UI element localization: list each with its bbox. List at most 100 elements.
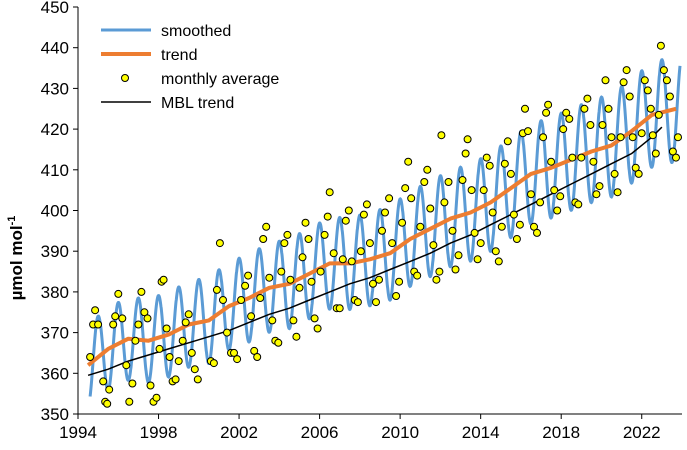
monthly-average-point bbox=[262, 222, 271, 231]
monthly-average-point bbox=[171, 375, 180, 384]
monthly-average-point bbox=[656, 41, 665, 50]
monthly-average-point bbox=[178, 336, 187, 345]
monthly-average-point bbox=[547, 157, 556, 166]
monthly-average-point bbox=[401, 184, 410, 193]
monthly-average-point bbox=[448, 226, 457, 235]
x-tick-label: 2018 bbox=[542, 423, 580, 442]
monthly-average-point bbox=[105, 385, 114, 394]
y-tick-label: 400 bbox=[41, 202, 69, 221]
monthly-average-point bbox=[539, 133, 548, 142]
monthly-average-point bbox=[118, 314, 127, 323]
monthly-average-point bbox=[329, 249, 338, 258]
monthly-average-point bbox=[662, 76, 671, 85]
monthly-average-point bbox=[619, 78, 628, 87]
monthly-average-point bbox=[413, 271, 422, 280]
monthly-average-point bbox=[607, 133, 616, 142]
monthly-average-point bbox=[583, 94, 592, 103]
monthly-average-point bbox=[672, 153, 680, 162]
monthly-average-point bbox=[509, 210, 518, 219]
monthly-average-point bbox=[604, 104, 613, 113]
monthly-average-point bbox=[616, 133, 625, 142]
monthly-average-point bbox=[562, 108, 571, 117]
monthly-average-point bbox=[338, 255, 347, 264]
monthly-average-point bbox=[476, 239, 485, 248]
monthly-average-point bbox=[230, 348, 238, 357]
monthly-average-point bbox=[497, 222, 506, 231]
y-tick-label: 430 bbox=[41, 79, 69, 98]
x-tick-label: 1994 bbox=[59, 423, 97, 442]
monthly-average-point bbox=[515, 220, 524, 229]
monthly-average-point bbox=[601, 76, 610, 85]
monthly-average-point bbox=[610, 169, 619, 178]
monthly-average-point bbox=[292, 332, 301, 341]
monthly-average-point bbox=[137, 287, 146, 296]
monthly-average-point bbox=[304, 235, 313, 243]
x-tick-label: 2006 bbox=[301, 423, 339, 442]
monthly-average-point bbox=[316, 267, 325, 276]
legend-item-trend: trend bbox=[101, 47, 197, 64]
monthly-average-point bbox=[193, 375, 202, 384]
monthly-average-point bbox=[215, 239, 224, 248]
monthly-average-point bbox=[542, 108, 551, 117]
monthly-average-point bbox=[580, 104, 589, 113]
monthly-average-point bbox=[461, 149, 470, 158]
monthly-average-point bbox=[506, 169, 515, 178]
monthly-average-point bbox=[550, 186, 559, 195]
monthly-average-point bbox=[362, 200, 371, 209]
y-tick-label: 350 bbox=[41, 405, 69, 424]
monthly-average-point bbox=[488, 208, 497, 217]
monthly-average-point bbox=[174, 357, 183, 366]
monthly-average-point bbox=[628, 133, 637, 142]
x-tick-label: 2002 bbox=[220, 423, 258, 442]
monthly-average-point bbox=[286, 275, 295, 284]
monthly-average-point bbox=[577, 153, 586, 162]
monthly-average-point bbox=[553, 206, 562, 215]
monthly-average-point bbox=[589, 157, 598, 166]
monthly-average-point bbox=[283, 230, 292, 239]
monthly-average-point bbox=[313, 324, 322, 333]
monthly-average-point bbox=[536, 198, 545, 207]
monthly-average-point bbox=[375, 275, 383, 284]
y-tick-label: 410 bbox=[41, 161, 69, 180]
monthly-average-point bbox=[143, 314, 152, 323]
monthly-average-point bbox=[247, 312, 256, 321]
monthly-average-point bbox=[114, 289, 123, 298]
monthly-average-point bbox=[369, 279, 377, 288]
monthly-average-point bbox=[298, 253, 307, 262]
legend-item-monthly: monthly average bbox=[121, 71, 279, 88]
monthly-average-point bbox=[416, 222, 425, 231]
legend-label: MBL trend bbox=[161, 95, 234, 112]
monthly-average-point bbox=[473, 255, 482, 264]
monthly-average-point bbox=[420, 178, 429, 186]
legend-item-mbl: MBL trend bbox=[101, 95, 234, 112]
monthly-average-point bbox=[500, 159, 509, 168]
monthly-average-point bbox=[347, 257, 356, 266]
y-tick-label: 390 bbox=[41, 242, 69, 261]
monthly-average-point bbox=[613, 188, 622, 197]
monthly-average-point bbox=[395, 277, 404, 286]
monthly-average-point bbox=[381, 208, 389, 217]
monthly-average-point bbox=[568, 153, 577, 162]
monthly-average-point bbox=[622, 66, 631, 75]
monthly-average-point bbox=[131, 336, 140, 345]
monthly-average-point bbox=[524, 127, 532, 136]
monthly-average-point bbox=[592, 190, 601, 199]
monthly-average-point bbox=[301, 218, 310, 227]
monthly-average-point bbox=[423, 165, 432, 174]
monthly-average-point bbox=[181, 318, 190, 327]
monthly-average-point bbox=[398, 218, 407, 227]
axes: 350 360 370 380 390 400 410 420 430 440 450 1994 199… bbox=[41, 0, 682, 442]
monthly-average-point bbox=[533, 228, 541, 237]
monthly-average-point bbox=[598, 121, 607, 129]
monthly-average-point bbox=[385, 194, 394, 203]
monthly-average-point bbox=[128, 379, 137, 388]
monthly-average-point bbox=[353, 298, 362, 307]
monthly-average-point bbox=[111, 312, 120, 321]
monthly-average-point bbox=[494, 257, 503, 266]
legend-label: monthly average bbox=[161, 71, 279, 88]
monthly-average-point bbox=[146, 381, 155, 390]
legend-label: trend bbox=[161, 47, 197, 64]
monthly-average-point bbox=[359, 210, 368, 219]
trend-line bbox=[86, 106, 677, 367]
monthly-average-point bbox=[344, 206, 353, 215]
